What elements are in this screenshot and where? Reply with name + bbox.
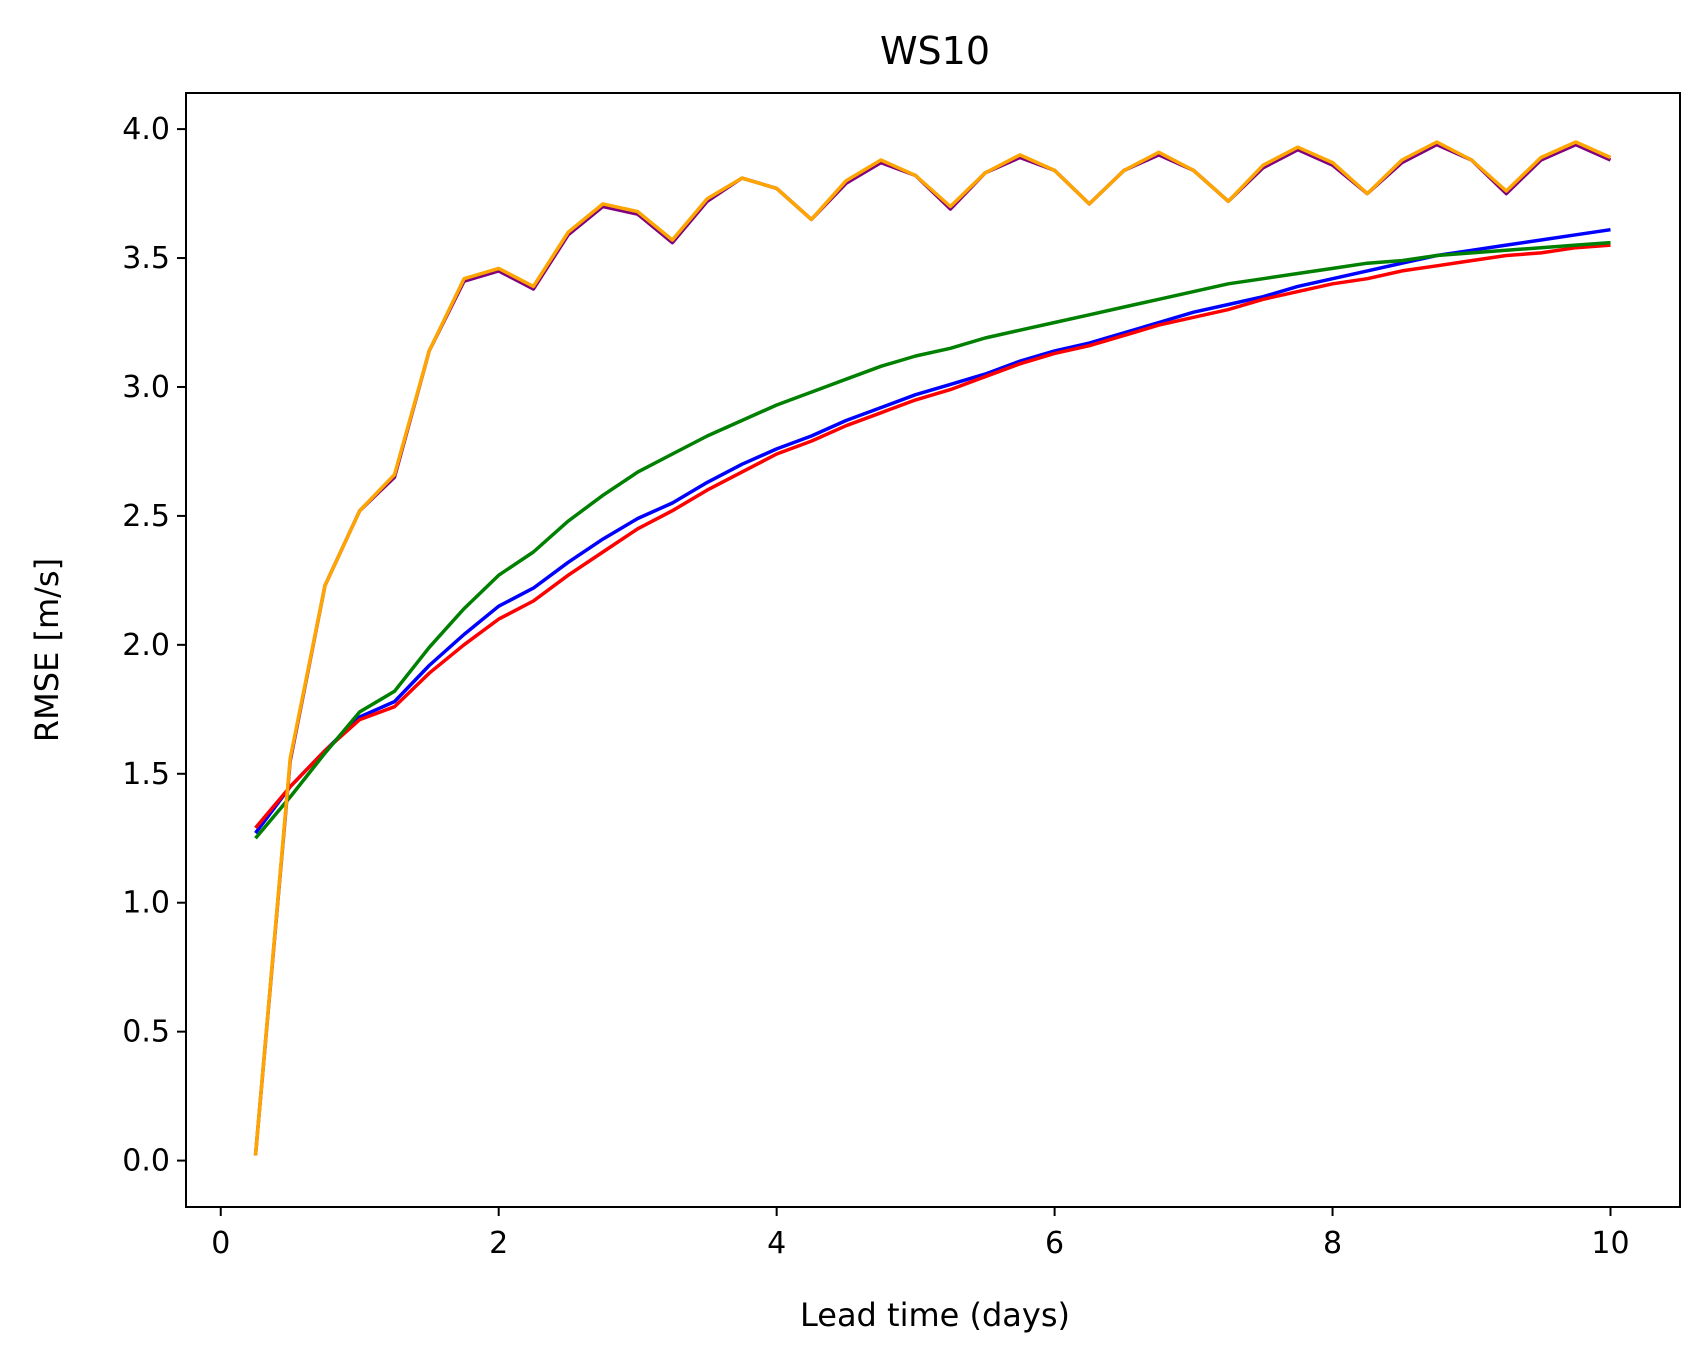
- y-tick-label: 2.0: [122, 628, 170, 663]
- x-axis-label: Lead time (days): [800, 1296, 1070, 1334]
- x-tick-label: 10: [1591, 1226, 1629, 1261]
- y-axis-label: RMSE [m/s]: [28, 558, 66, 742]
- series-line-2: [254, 243, 1611, 830]
- y-tick-label: 3.5: [122, 241, 170, 276]
- y-axis: 0.0 0.5 1.0 1.5 2.0 2.5 3.0 3.5 4.0: [122, 112, 186, 1179]
- y-tick-label: 0.0: [122, 1144, 170, 1179]
- chart-title: WS10: [880, 29, 990, 73]
- series-line-5: [253, 140, 1612, 1156]
- y-tick-label: 1.0: [122, 886, 170, 921]
- y-tick-label: 2.5: [122, 499, 170, 534]
- y-tick-label: 0.5: [122, 1015, 170, 1050]
- y-tick-label: 4.0: [122, 112, 170, 147]
- x-tick-label: 8: [1323, 1226, 1342, 1261]
- y-tick-label: 1.5: [122, 757, 170, 792]
- x-tick-label: 6: [1045, 1226, 1064, 1261]
- x-tick-label: 4: [767, 1226, 786, 1261]
- x-axis: 0 2 4 6 8 10: [211, 1207, 1630, 1261]
- series-line-1: [254, 227, 1611, 835]
- x-tick-label: 2: [489, 1226, 508, 1261]
- series-layer: [253, 140, 1612, 1156]
- plot-frame: [185, 92, 1681, 1208]
- series-line-3: [254, 240, 1611, 840]
- x-tick-label: 0: [211, 1226, 230, 1261]
- y-tick-label: 3.0: [122, 370, 170, 405]
